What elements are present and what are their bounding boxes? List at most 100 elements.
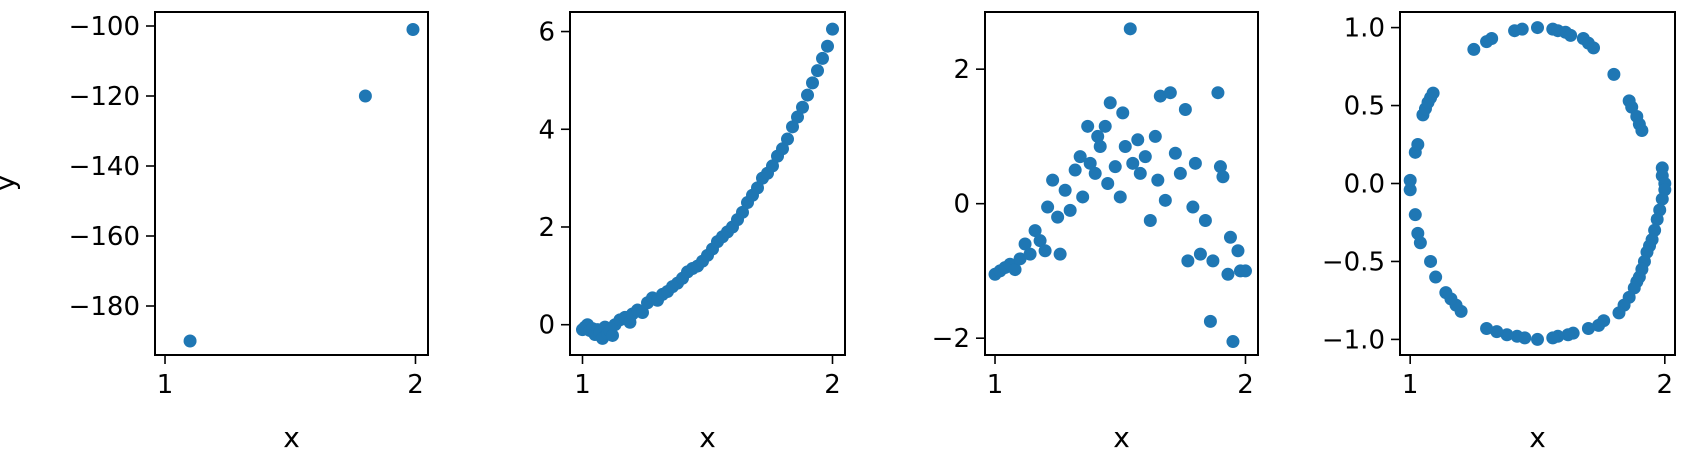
data-point — [1148, 129, 1162, 143]
data-point — [736, 205, 749, 219]
scatter-panel-2: 1 2 0 2 4 6 x — [538, 11, 846, 454]
y-tick-label: −120 — [69, 82, 140, 112]
x-tick-label: 2 — [407, 370, 424, 400]
x-tick-label: 1 — [1402, 370, 1419, 400]
data-point — [1133, 166, 1147, 180]
data-point — [801, 88, 814, 102]
data-point — [1098, 119, 1112, 133]
data-point — [1480, 35, 1494, 49]
y-tick-label: −0.5 — [1322, 247, 1385, 277]
data-point — [826, 22, 839, 36]
data-point — [606, 328, 619, 342]
data-point — [1211, 86, 1225, 100]
data-point — [1403, 173, 1417, 187]
x-tick-label: 2 — [1237, 370, 1254, 400]
y-tick-label: 0.5 — [1344, 92, 1385, 122]
y-tick-label: 0 — [538, 311, 555, 341]
data-point — [1203, 314, 1217, 328]
data-point — [1103, 96, 1117, 110]
data-point — [1118, 140, 1132, 154]
data-point — [791, 110, 804, 124]
data-point — [1178, 103, 1192, 117]
data-point — [1143, 213, 1157, 227]
data-point — [1221, 267, 1235, 281]
data-point — [816, 51, 829, 65]
data-point — [1126, 156, 1140, 170]
data-point — [806, 76, 819, 90]
data-point — [1153, 89, 1167, 103]
y-tick-label: 1.0 — [1344, 14, 1385, 44]
data-point — [1186, 200, 1200, 214]
data-point — [811, 64, 824, 78]
data-point — [1411, 138, 1425, 152]
x-tick-label: 1 — [574, 370, 591, 400]
axes-frame — [984, 11, 1259, 356]
data-point — [1439, 286, 1453, 300]
data-point — [1131, 133, 1145, 147]
scatter-panel-1: 1 2 −100 −120 −140 −160 −180 x y — [0, 11, 429, 454]
data-point — [1181, 254, 1195, 268]
data-point — [1163, 86, 1177, 100]
data-point — [358, 89, 372, 103]
data-point — [636, 305, 649, 319]
data-point — [1500, 328, 1514, 342]
axes-frame — [569, 11, 846, 356]
data-point — [786, 120, 799, 134]
x-axis-label: x — [1113, 421, 1130, 454]
data-point — [1041, 200, 1055, 214]
data-point — [1028, 224, 1042, 238]
data-point — [1113, 190, 1127, 204]
data-point — [1216, 170, 1230, 184]
data-point — [1076, 190, 1090, 204]
y-tick-label: 2 — [953, 55, 970, 85]
data-point — [1063, 203, 1077, 217]
data-point — [1531, 21, 1544, 35]
data-point — [781, 132, 794, 146]
y-tick-label: 4 — [538, 115, 555, 145]
data-point — [406, 23, 420, 36]
data-point — [1091, 129, 1105, 143]
data-point — [1429, 270, 1443, 284]
data-point — [1231, 244, 1245, 258]
data-point — [183, 334, 197, 348]
data-point — [1564, 28, 1578, 42]
data-point — [1116, 106, 1130, 120]
x-tick-label: 1 — [157, 370, 174, 400]
data-point — [1408, 208, 1422, 222]
data-point — [1081, 119, 1095, 133]
data-point — [1480, 321, 1494, 335]
data-point — [1238, 264, 1252, 278]
axes-frame — [154, 11, 429, 356]
data-point — [1151, 173, 1165, 187]
data-point — [1226, 335, 1240, 349]
y-axis-label: y — [0, 175, 21, 192]
data-point — [1411, 226, 1425, 240]
data-point — [1193, 247, 1207, 261]
x-tick-label: 2 — [824, 370, 841, 400]
data-point — [1561, 328, 1575, 342]
data-point — [1198, 213, 1212, 227]
data-point — [1424, 254, 1438, 268]
data-point — [1168, 146, 1182, 160]
axes-frame — [1399, 11, 1676, 356]
scatter-panel-3: 1 2 2 0 −2 x — [932, 11, 1259, 454]
data-point — [1088, 166, 1102, 180]
data-point — [1173, 166, 1187, 180]
data-point — [1655, 192, 1669, 206]
y-tick-label: 0 — [953, 190, 970, 220]
data-point — [1123, 22, 1137, 36]
x-axis-label: x — [1529, 421, 1546, 454]
y-tick-label: −1.0 — [1322, 325, 1385, 355]
y-tick-label: −2 — [932, 324, 970, 354]
data-point — [1068, 163, 1082, 177]
y-tick-label: 2 — [538, 213, 555, 243]
data-point — [1546, 331, 1560, 345]
data-point — [1053, 247, 1067, 261]
data-point — [1650, 212, 1664, 226]
scatter-panel-4: 1 2 1.0 0.5 0.0 −0.5 −1.0 x — [1322, 11, 1676, 454]
data-point — [1426, 86, 1440, 100]
data-point — [1058, 183, 1072, 197]
data-point — [1592, 318, 1606, 332]
data-point — [1510, 329, 1524, 343]
